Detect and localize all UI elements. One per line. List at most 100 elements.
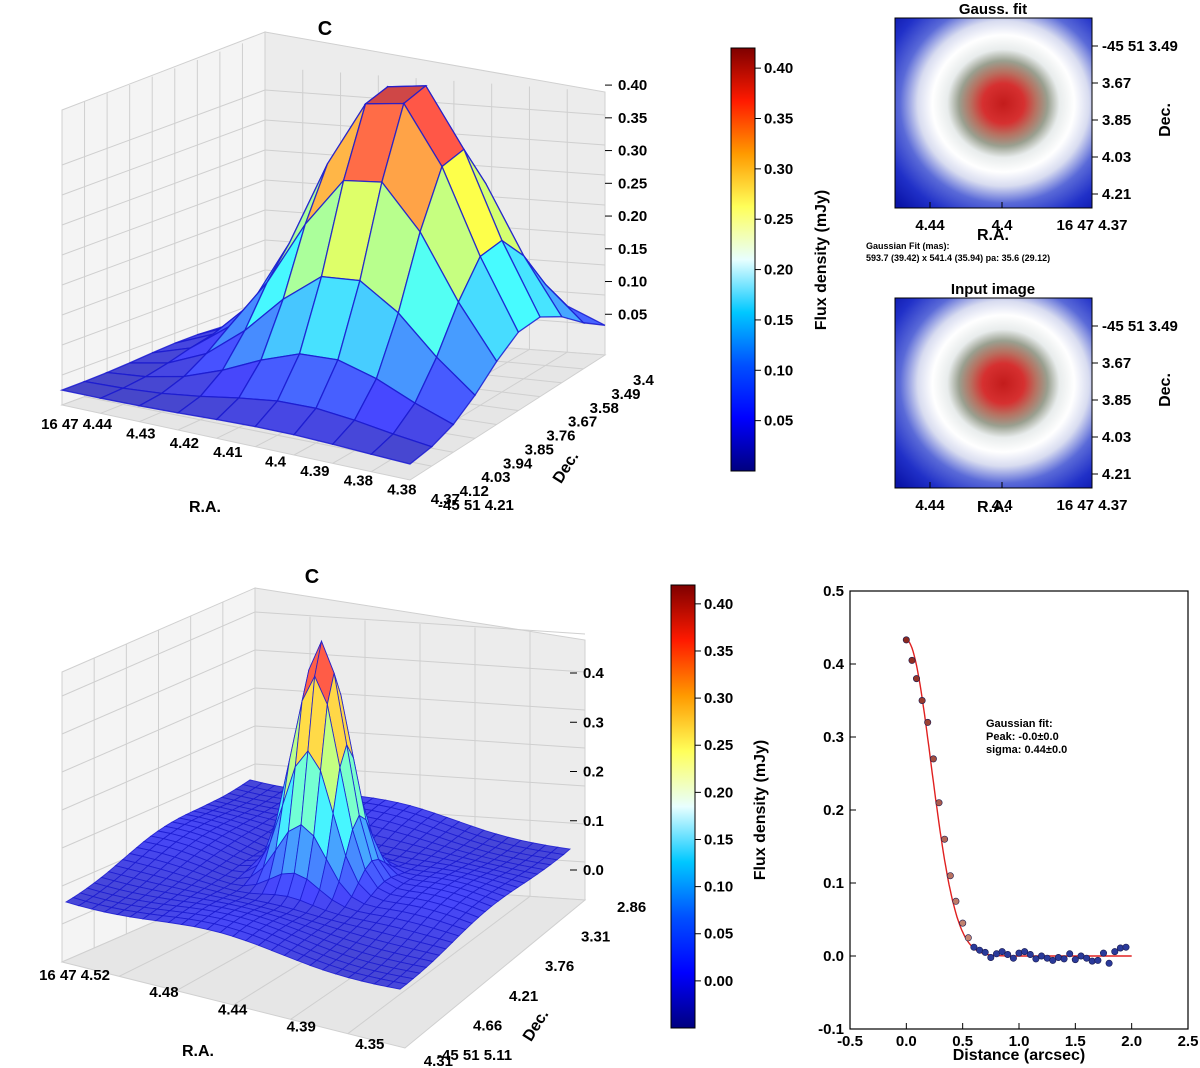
input-image-panel: Input image 4.44 4.4 16 47 4.37 -45 51 3.49… xyxy=(894,281,1178,516)
colorbar-bar xyxy=(730,47,756,472)
profile-point xyxy=(964,934,972,942)
grid-line xyxy=(61,149,266,226)
z-tick-label: 0.3 xyxy=(583,714,604,731)
fit-caption-line-2: 593.7 (39.42) x 541.4 (35.94) pa: 35.6 (… xyxy=(866,253,1050,263)
profile-point xyxy=(981,948,989,956)
image-y-tick: 3.85 xyxy=(1102,392,1131,409)
x-tick-label: 4.39 xyxy=(287,1019,316,1036)
input-image-ticks: 4.44 4.4 16 47 4.37 -45 51 3.49 3.67 3.85 4.03… xyxy=(915,318,1178,514)
colorbar-tick-label: 0.40 xyxy=(764,60,793,77)
image-y-tick: -45 51 3.49 xyxy=(1102,318,1178,335)
colorbar-tick-label: 0.40 xyxy=(704,596,733,613)
colorbar-tick-label: 0.05 xyxy=(764,413,793,430)
x-axis-ticks-2: 16 47 4.52 4.48 4.44 4.39 4.35 4.31 xyxy=(39,967,453,1068)
image-y-tick: 3.67 xyxy=(1102,75,1131,92)
colorbar-tick-label: 0.25 xyxy=(704,737,733,754)
colorbar-tick-label: 0.05 xyxy=(704,926,733,943)
y-tick-label: -45 51 5.11 xyxy=(437,1047,512,1064)
x-tick-label: 4.39 xyxy=(300,463,329,480)
profile-point xyxy=(946,872,954,880)
colorbar-tick-label: 0.10 xyxy=(704,879,733,896)
y-tick-label: 3.76 xyxy=(545,958,574,975)
profile-point xyxy=(908,656,916,664)
z-tick-label: 0.10 xyxy=(618,274,647,291)
colorbar-bar-2 xyxy=(670,584,696,1029)
image-x-tick: 16 47 4.37 xyxy=(1057,217,1128,234)
surface-title: C xyxy=(318,18,332,40)
y-tick-label: 3.4 xyxy=(633,372,655,389)
profile-ticks: -0.5 0.0 0.5 1.0 1.5 2.0 2.5 -0.1 0.0 0.1 0.2 0.3 0.… xyxy=(818,583,1198,1050)
grid-line xyxy=(61,119,266,196)
colorbar-tick-label: 0.15 xyxy=(704,831,733,848)
profile-y-tick-label: -0.1 xyxy=(818,1021,844,1038)
y-tick-label: 2.86 xyxy=(617,899,646,916)
profile-point xyxy=(941,835,949,843)
colorbar-ticks: 0.05 0.10 0.15 0.20 0.25 0.30 0.35 0.40 xyxy=(755,60,793,430)
profile-point xyxy=(1111,948,1119,956)
z-tick-label: 0.15 xyxy=(618,241,647,258)
colorbar-tick-label: 0.20 xyxy=(704,784,733,801)
grid-line xyxy=(61,299,266,376)
profile-point xyxy=(1105,959,1113,967)
profile-point xyxy=(1054,953,1062,961)
z-tick-label: 0.20 xyxy=(618,208,647,225)
profile-axes xyxy=(849,590,1189,1030)
radial-profile-plot: -0.5 0.0 0.5 1.0 1.5 2.0 2.5 -0.1 0.0 0.1 0.2 0.3 0.… xyxy=(818,583,1198,1064)
profile-x-tick-label: 1.5 xyxy=(1065,1033,1086,1050)
x-tick-label: 4.4 xyxy=(265,454,287,471)
fit-caption: Gaussian Fit (mas): 593.7 (39.42) x 541.… xyxy=(866,241,1050,263)
y-tick-label: 3.85 xyxy=(525,441,554,458)
profile-point xyxy=(902,636,910,644)
profile-x-tick-label: 0.5 xyxy=(952,1033,973,1050)
x-tick-label: 4.43 xyxy=(126,425,155,442)
profile-point xyxy=(1026,950,1034,958)
colorbar-tick-label: 0.35 xyxy=(764,111,793,128)
profile-point xyxy=(987,953,995,961)
profile-point xyxy=(1004,950,1012,958)
image-x-tick: 4.44 xyxy=(915,497,945,514)
colorbar-ticks-2: 0.00 0.05 0.10 0.15 0.20 0.25 0.30 0.35 0.40 xyxy=(695,596,733,990)
profile-x-tick-label: 0.0 xyxy=(896,1033,917,1050)
profile-point xyxy=(1083,954,1091,962)
z-axis-2: 0.0 0.1 0.2 0.3 0.4 xyxy=(570,665,605,879)
z-tick-label: 0.2 xyxy=(583,764,604,781)
x-tick-label: 4.44 xyxy=(218,1001,248,1018)
x-tick-label: 4.48 xyxy=(149,984,178,1001)
profile-x-tick-label: -0.5 xyxy=(837,1033,863,1050)
gauss-fit-image xyxy=(894,17,1093,209)
profile-point xyxy=(1049,956,1057,964)
profile-point xyxy=(1071,956,1079,964)
y-axis-ticks-2: -45 51 5.11 4.66 4.21 3.76 3.31 2.86 xyxy=(437,899,646,1064)
grid-line xyxy=(61,89,266,166)
colorbar-tick-label: 0.30 xyxy=(764,161,793,178)
y-tick-label: 4.12 xyxy=(460,483,489,500)
profile-point xyxy=(998,948,1006,956)
profile-point xyxy=(912,675,920,683)
y-tick-label: 3.67 xyxy=(568,414,597,431)
input-image xyxy=(894,297,1093,489)
profile-point xyxy=(1100,949,1108,957)
gauss-fit-title: Gauss. fit xyxy=(959,1,1027,18)
image-x-tick: 4.44 xyxy=(915,217,945,234)
y-tick-label: 4.21 xyxy=(509,988,538,1005)
image-x-tick: 4.4 xyxy=(992,497,1014,514)
x-tick-label: 4.35 xyxy=(355,1036,384,1053)
grid-line xyxy=(254,611,586,635)
profile-x-tick-label: 1.0 xyxy=(1009,1033,1030,1050)
y-tick-label: -45 51 4.21 xyxy=(438,497,514,514)
z-tick-label: 0.30 xyxy=(618,143,647,160)
z-tick-label: 0.0 xyxy=(583,862,604,879)
gauss-fit-ylabel: Dec. xyxy=(1157,103,1174,137)
profile-y-tick-label: 0.1 xyxy=(823,875,844,892)
y-axis-label: Dec. xyxy=(550,449,582,487)
grid-line xyxy=(347,895,531,1035)
x-tick-label: 4.38 xyxy=(387,482,416,499)
profile-point xyxy=(924,718,932,726)
z-tick-label: 0.05 xyxy=(618,306,647,323)
surface-patch xyxy=(386,981,408,990)
profile-point xyxy=(918,696,926,704)
x-axis-ticks: 16 47 4.44 4.43 4.42 4.41 4.4 4.39 4.38 4.38 4.3… xyxy=(41,416,460,508)
surface-mesh-2 xyxy=(64,639,572,990)
profile-point xyxy=(959,919,967,927)
profile-point xyxy=(1021,948,1029,956)
